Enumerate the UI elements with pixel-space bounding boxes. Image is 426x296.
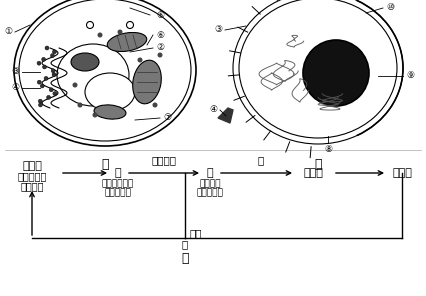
Circle shape (38, 103, 43, 107)
Circle shape (49, 88, 53, 92)
Circle shape (98, 33, 102, 37)
Text: ④: ④ (209, 105, 217, 115)
Text: 具膜小泡: 具膜小泡 (152, 155, 176, 165)
Text: 修饰加工）: 修饰加工） (196, 189, 224, 197)
Text: （加工肽链形: （加工肽链形 (102, 179, 134, 189)
Circle shape (38, 99, 42, 103)
Circle shape (158, 53, 162, 57)
Circle shape (86, 22, 93, 28)
Circle shape (138, 58, 142, 62)
Ellipse shape (233, 0, 403, 144)
Ellipse shape (239, 0, 397, 138)
Ellipse shape (85, 73, 135, 111)
Ellipse shape (57, 44, 129, 106)
Text: 细胞膜: 细胞膜 (303, 168, 323, 178)
Text: ①: ① (4, 28, 12, 36)
Text: ⑩: ⑩ (386, 4, 394, 12)
Text: （氨基酸形: （氨基酸形 (17, 171, 47, 181)
Text: ④: ④ (11, 83, 19, 92)
Ellipse shape (71, 53, 99, 71)
Circle shape (52, 73, 56, 77)
Text: 细胞外: 细胞外 (392, 168, 412, 178)
Text: ⑪: ⑪ (115, 168, 121, 178)
Polygon shape (218, 108, 233, 123)
Text: ③: ③ (214, 25, 222, 35)
Text: ⑤: ⑤ (156, 10, 164, 20)
Circle shape (44, 76, 48, 81)
Text: ⑦: ⑦ (163, 113, 171, 123)
Text: 成蛋白质）: 成蛋白质） (104, 189, 132, 197)
Ellipse shape (132, 60, 161, 104)
Text: （进一步: （进一步 (199, 179, 221, 189)
Circle shape (78, 103, 82, 107)
Circle shape (93, 113, 97, 117)
Text: 供能: 供能 (189, 228, 201, 238)
Circle shape (37, 80, 41, 84)
Ellipse shape (19, 0, 191, 141)
Text: 丙: 丙 (181, 252, 189, 265)
Text: 成肽链）: 成肽链） (20, 181, 44, 191)
Circle shape (40, 84, 44, 88)
Circle shape (51, 69, 55, 73)
Ellipse shape (107, 33, 147, 52)
Circle shape (153, 103, 157, 107)
Text: ⑥: ⑥ (156, 30, 164, 39)
Text: 核糖体: 核糖体 (22, 161, 42, 171)
Circle shape (51, 54, 55, 58)
Circle shape (45, 46, 49, 50)
Circle shape (73, 83, 77, 87)
Circle shape (46, 95, 51, 99)
Circle shape (303, 40, 369, 106)
Text: ③: ③ (11, 67, 19, 76)
Text: 乙: 乙 (314, 157, 322, 170)
Text: ⑭: ⑭ (182, 239, 188, 249)
Text: ②: ② (156, 44, 164, 52)
Circle shape (53, 91, 57, 96)
Circle shape (118, 30, 122, 34)
Ellipse shape (14, 0, 196, 146)
Text: ⑧: ⑧ (324, 146, 332, 155)
Text: ⑬: ⑬ (258, 155, 264, 165)
Circle shape (42, 57, 46, 61)
Text: ⑫: ⑫ (207, 168, 213, 178)
Circle shape (37, 61, 41, 65)
Ellipse shape (94, 105, 126, 119)
Text: 甲: 甲 (101, 158, 109, 171)
Circle shape (127, 22, 133, 28)
Text: ⑨: ⑨ (406, 72, 414, 81)
Circle shape (43, 65, 46, 69)
Circle shape (52, 50, 56, 54)
